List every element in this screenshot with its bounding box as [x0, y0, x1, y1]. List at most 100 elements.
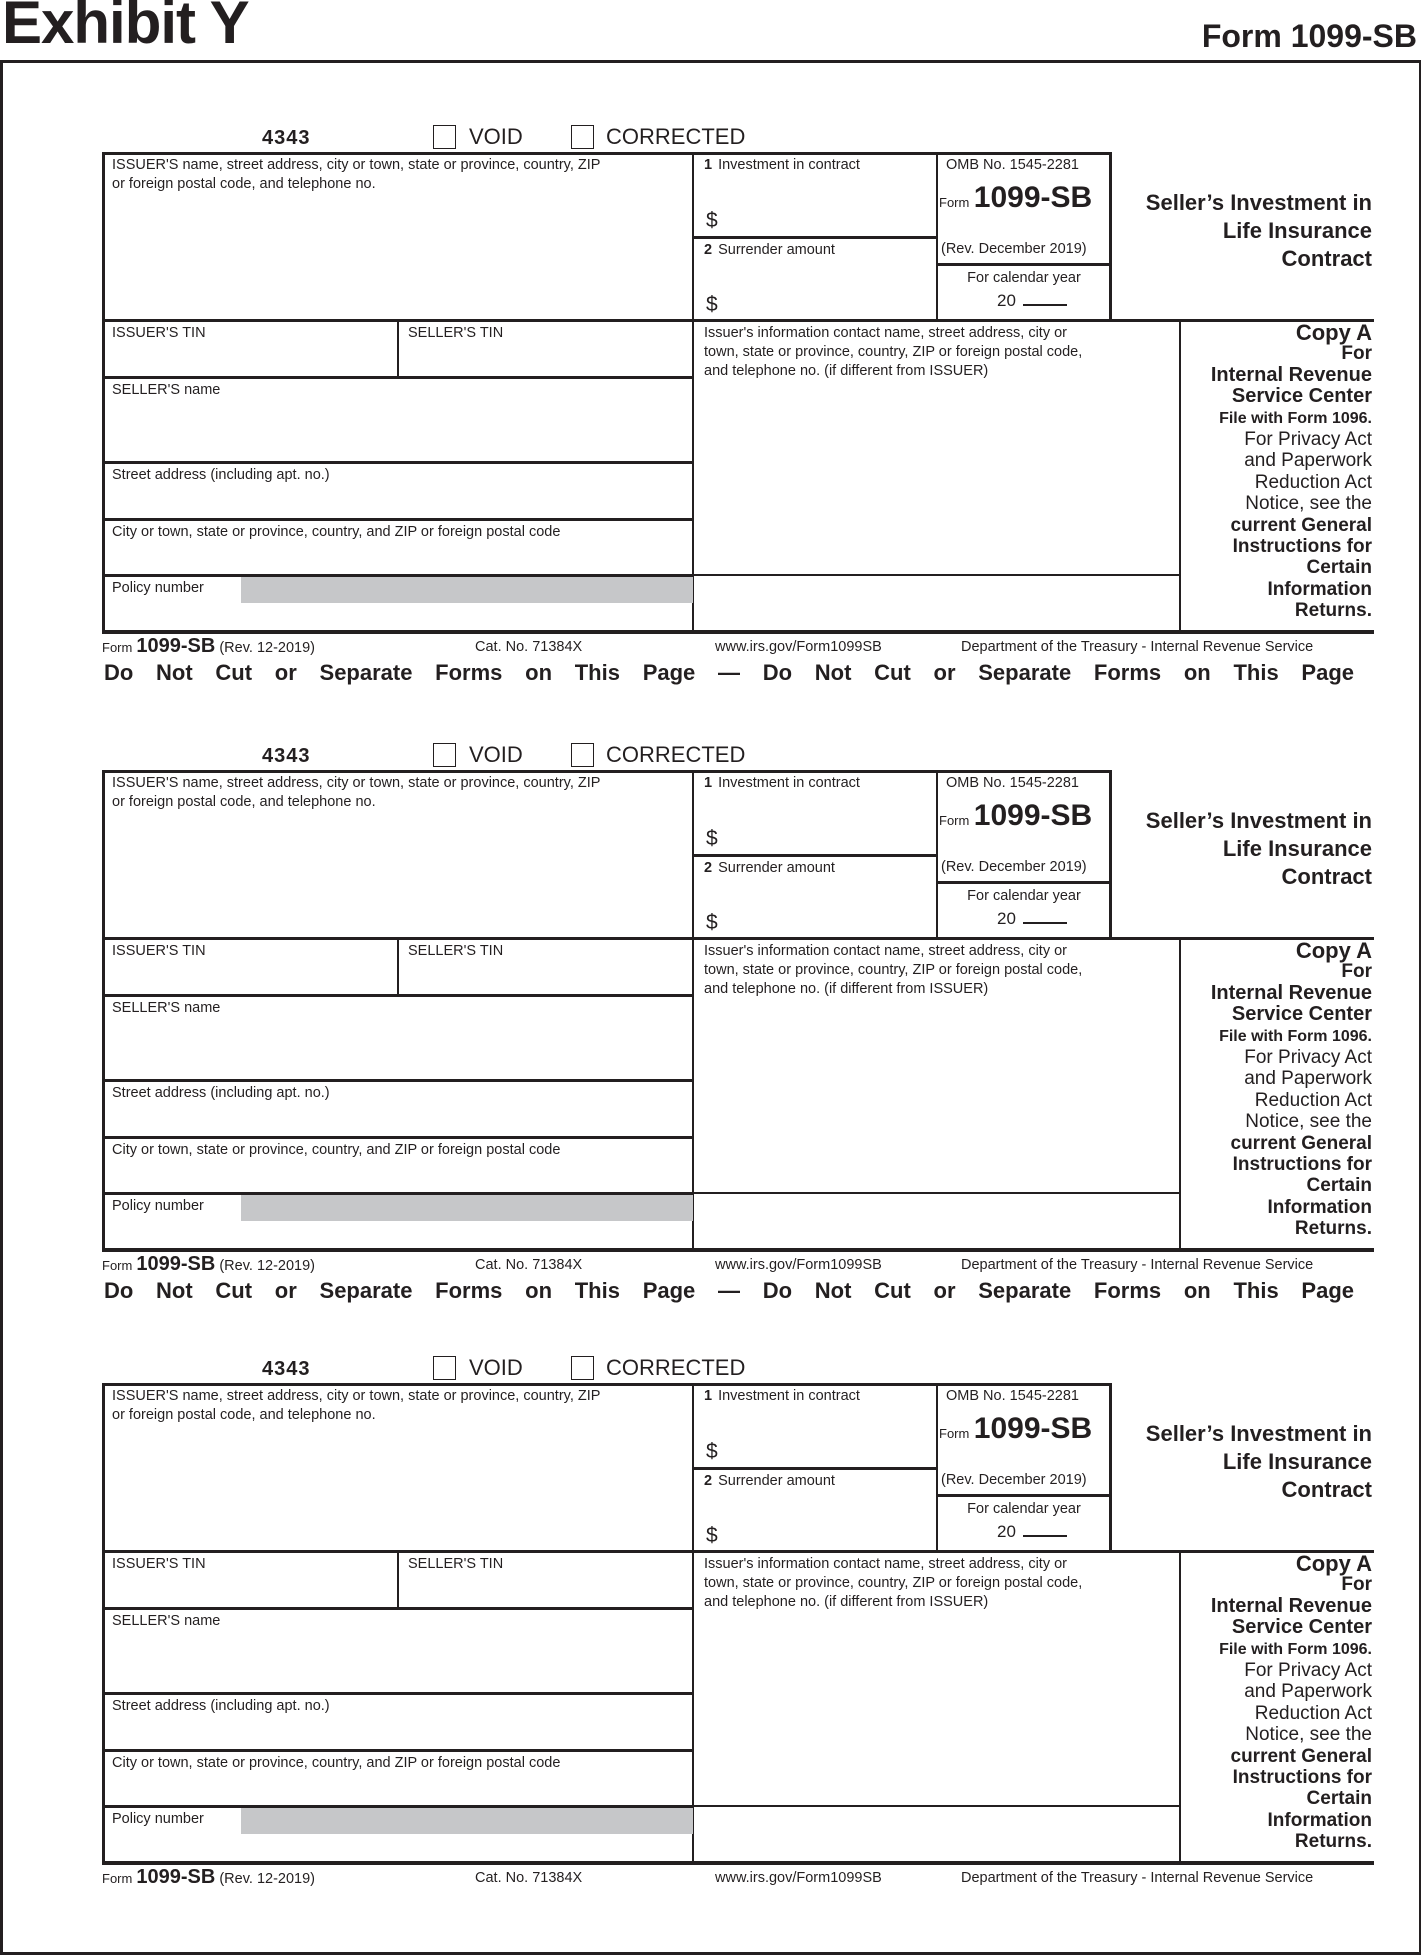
rule: [102, 376, 693, 379]
copy-line: For: [1341, 343, 1372, 365]
footer-dept: Department of the Treasury - Internal Re…: [961, 1870, 1314, 1886]
issuer-name-field[interactable]: ISSUER'S name, street address, city or t…: [112, 774, 600, 812]
street-address-field[interactable]: Street address (including apt. no.): [112, 1698, 330, 1714]
rule: [102, 630, 1374, 634]
issuer-tin-field[interactable]: ISSUER'S TIN: [112, 1556, 206, 1572]
street-address-field[interactable]: Street address (including apt. no.): [112, 1085, 330, 1101]
year-prefix: 20: [997, 1522, 1016, 1541]
city-field[interactable]: City or town, state or province, country…: [112, 524, 561, 540]
city-field[interactable]: City or town, state or province, country…: [112, 1142, 561, 1158]
rule: [937, 263, 1111, 266]
rule: [1179, 320, 1181, 632]
void-label: VOID: [469, 1355, 523, 1380]
copy-a-notice: Copy A For Internal Revenue Service Cent…: [1211, 938, 1373, 1240]
corrected-checkbox[interactable]: [571, 1356, 594, 1380]
rule: [1179, 1551, 1181, 1863]
footer-url[interactable]: www.irs.gov/Form1099SB: [715, 1870, 882, 1886]
seller-tin-field[interactable]: SELLER'S TIN: [408, 325, 504, 341]
policy-number-field[interactable]: [241, 577, 693, 603]
issuer-name-label-cont: or foreign postal code, and telephone no…: [112, 176, 376, 192]
footer-url[interactable]: www.irs.gov/Form1099SB: [715, 1257, 882, 1273]
copy-a-notice: Copy A For Internal Revenue Service Cent…: [1211, 1552, 1372, 1853]
footer-form-number: 1099-SB: [136, 635, 216, 657]
rule: [102, 1248, 1374, 1252]
title-line: Life Insurance: [1222, 836, 1372, 861]
form-code: 4343: [262, 1358, 311, 1380]
form-number: 1099-SB: [973, 1412, 1093, 1445]
copy-line: current General: [1230, 1132, 1373, 1154]
year-blank[interactable]: [1022, 922, 1067, 924]
city-field[interactable]: City or town, state or province, country…: [112, 1755, 561, 1771]
copy-line: and Paperwork: [1244, 450, 1372, 472]
issuer-name-field[interactable]: ISSUER'S name, street address, city or t…: [112, 156, 600, 194]
issuer-contact-field[interactable]: Issuer's information contact name, stree…: [704, 942, 1082, 999]
calendar-year-field[interactable]: 20: [997, 1522, 1067, 1542]
rule: [102, 1607, 693, 1610]
box1-investment-field[interactable]: 1 Investment in contract: [704, 156, 860, 175]
footer-form-id: Form 1099-SB (Rev. 12-2019): [102, 1866, 315, 1889]
seller-name-field[interactable]: SELLER'S name: [112, 1000, 221, 1016]
title-line: Contract: [1281, 864, 1372, 889]
seller-name-field[interactable]: SELLER'S name: [112, 382, 221, 398]
issuer-name-field[interactable]: ISSUER'S name, street address, city or t…: [112, 1387, 600, 1425]
footer-form-id: Form 1099-SB (Rev. 12-2019): [102, 635, 315, 658]
issuer-contact-field[interactable]: Issuer's information contact name, stree…: [704, 324, 1082, 381]
copy-line: Instructions for: [1232, 1154, 1372, 1176]
void-checkbox[interactable]: [433, 743, 456, 767]
form-id: Form 1099-SB: [939, 1412, 1092, 1446]
rule: [102, 994, 693, 997]
street-address-field[interactable]: Street address (including apt. no.): [112, 467, 330, 483]
void-checkbox[interactable]: [433, 125, 456, 149]
box2-surrender-field[interactable]: 2 Surrender amount: [704, 1472, 835, 1491]
year-blank[interactable]: [1022, 1535, 1067, 1537]
box2-dollar: $: [706, 293, 718, 316]
box2-surrender-field[interactable]: 2 Surrender amount: [704, 241, 835, 260]
issuer-tin-field[interactable]: ISSUER'S TIN: [112, 943, 206, 959]
revision: (Rev. December 2019): [941, 859, 1087, 875]
calendar-year-field[interactable]: 20: [997, 909, 1067, 929]
year-blank[interactable]: [1022, 304, 1067, 306]
box2-label: Surrender amount: [718, 242, 835, 258]
calendar-year-field[interactable]: 20: [997, 291, 1067, 311]
void-label: VOID: [469, 742, 523, 767]
issuer-tin-field[interactable]: ISSUER'S TIN: [112, 325, 206, 341]
box1-investment-field[interactable]: 1 Investment in contract: [704, 774, 860, 793]
form-id: Form 1099-SB: [939, 181, 1092, 215]
copy-line: File with Form 1096.: [1219, 1027, 1372, 1045]
rule: [102, 1079, 693, 1082]
rule: [397, 320, 399, 377]
rule: [693, 1467, 937, 1470]
footer-url[interactable]: www.irs.gov/Form1099SB: [715, 639, 882, 655]
rule: [693, 1192, 1180, 1194]
rule: [397, 938, 399, 995]
copy-line: and Paperwork: [1244, 1068, 1372, 1090]
seller-tin-field[interactable]: SELLER'S TIN: [408, 943, 504, 959]
corrected-checkbox[interactable]: [571, 743, 594, 767]
copy-line: Service Center: [1231, 385, 1372, 408]
box1-investment-field[interactable]: 1 Investment in contract: [704, 1387, 860, 1406]
rule: [102, 1692, 693, 1695]
rule: [102, 319, 1374, 322]
title-line: Seller’s Investment in: [1145, 808, 1372, 833]
title-line: Life Insurance: [1222, 218, 1372, 243]
copy-line: Returns.: [1294, 600, 1372, 622]
revision: (Rev. December 2019): [941, 1472, 1087, 1488]
footer-cat-no: Cat. No. 71384X: [475, 1257, 583, 1273]
seller-tin-field[interactable]: SELLER'S TIN: [408, 1556, 504, 1572]
policy-number-field[interactable]: [241, 1195, 693, 1221]
issuer-contact-field[interactable]: Issuer's information contact name, stree…: [704, 1555, 1082, 1612]
policy-number-field[interactable]: [241, 1808, 693, 1834]
form-code: 4343: [262, 127, 311, 149]
omb-number: OMB No. 1545-2281: [946, 775, 1079, 791]
rule: [397, 1551, 399, 1608]
footer-dept: Department of the Treasury - Internal Re…: [961, 639, 1314, 655]
footer-cat-no: Cat. No. 71384X: [475, 639, 583, 655]
contact-label-cont: and telephone no. (if different from ISS…: [704, 363, 989, 379]
seller-name-field[interactable]: SELLER'S name: [112, 1613, 221, 1629]
box2-surrender-field[interactable]: 2 Surrender amount: [704, 859, 835, 878]
copy-line: Certain: [1306, 557, 1372, 579]
copy-line: Copy A: [1295, 938, 1372, 963]
corrected-checkbox[interactable]: [571, 125, 594, 149]
void-checkbox[interactable]: [433, 1356, 456, 1380]
rule: [102, 1383, 1111, 1386]
